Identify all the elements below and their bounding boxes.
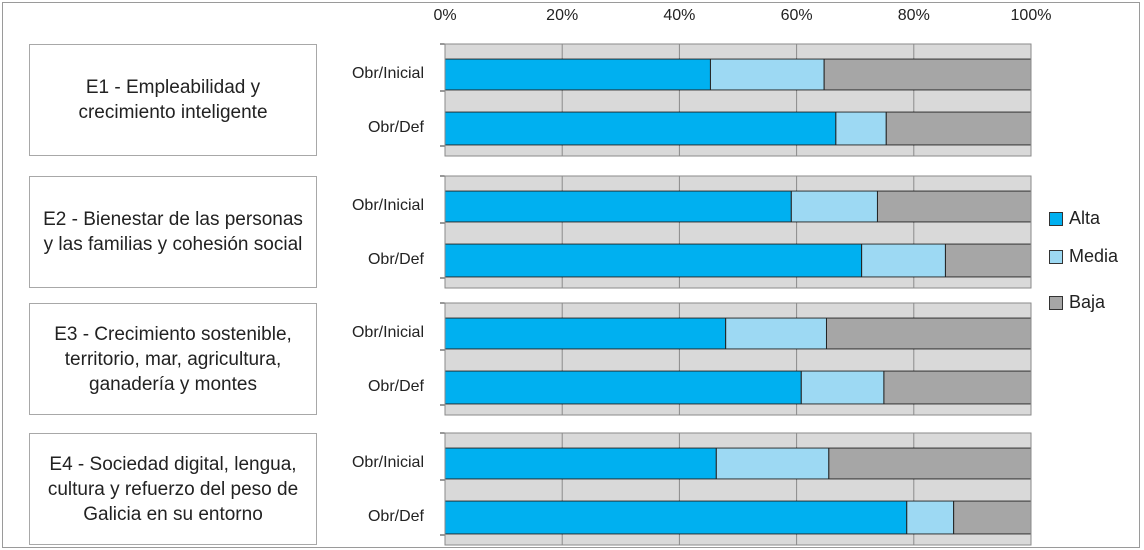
bar-segment-alta [444, 447, 717, 480]
category-label-box: E3 - Crecimiento sostenible, territorio,… [29, 303, 317, 415]
bar-segment-alta [444, 111, 837, 146]
legend-swatch [1049, 249, 1063, 264]
bar-segment-baja [885, 111, 1032, 146]
bar-segment-baja [823, 58, 1032, 91]
bar-segment-alta [444, 190, 792, 223]
bar-segment-media [906, 500, 955, 535]
x-tick-label: 60% [780, 7, 813, 24]
plot-border [444, 175, 1032, 289]
bar-row-label: Obr/Inicial [351, 323, 424, 341]
bar-segment-baja [953, 500, 1032, 535]
plot-band [445, 535, 1031, 545]
plot-band [445, 44, 1031, 58]
bar-segment-alta [444, 317, 727, 350]
bar-segment-media [725, 317, 827, 350]
plot-band [445, 303, 1031, 317]
plot-band [445, 146, 1031, 156]
bar-segment-alta [444, 370, 802, 405]
bar-row-label: Obr/Def [367, 507, 424, 525]
plot-band [445, 91, 1031, 111]
bar-row-label: Obr/Def [367, 377, 424, 395]
bar-segment-media [715, 447, 830, 480]
bar-segment-baja [944, 243, 1032, 278]
x-tick-label: 80% [897, 7, 930, 24]
legend-item-media: Media [1049, 246, 1118, 267]
legend-swatch [1049, 295, 1063, 310]
bar-segment-baja [876, 190, 1032, 223]
bar-segment-media [790, 190, 878, 223]
plot-band [445, 223, 1031, 243]
plot-band [445, 176, 1031, 190]
legend-item-alta: Alta [1049, 208, 1100, 229]
bar-segment-baja [828, 447, 1032, 480]
x-tick-label: 20% [546, 7, 579, 24]
legend-label: Alta [1069, 208, 1101, 228]
plot-border [444, 432, 1032, 546]
plot-band [445, 278, 1031, 288]
bar-row-label: Obr/Def [367, 118, 424, 136]
bar-segment-media [800, 370, 885, 405]
bar-segment-baja [825, 317, 1032, 350]
bar-row-label: Obr/Inicial [351, 453, 424, 471]
category-label-box: E4 - Sociedad digital, lengua, cultura y… [29, 433, 317, 545]
category-label-box: E1 - Empleabilidad y crecimiento intelig… [29, 44, 317, 156]
x-tick-label: 40% [663, 7, 696, 24]
plot-border [444, 43, 1032, 157]
legend-label: Baja [1069, 292, 1106, 312]
bar-segment-baja [883, 370, 1032, 405]
plot-band [445, 480, 1031, 500]
bar-row-label: Obr/Def [367, 250, 424, 268]
legend-item-baja: Baja [1049, 292, 1105, 313]
bar-segment-media [709, 58, 825, 91]
legend-swatch [1049, 211, 1063, 226]
bar-segment-alta [444, 243, 863, 278]
bar-segment-alta [444, 58, 711, 91]
bar-row-label: Obr/Inicial [351, 196, 424, 214]
x-tick-label: 100% [1010, 7, 1052, 24]
legend-label: Media [1069, 246, 1119, 266]
plot-band [445, 405, 1031, 415]
plot-band [445, 350, 1031, 370]
bar-segment-alta [444, 500, 908, 535]
bar-segment-media [861, 243, 946, 278]
category-label-box: E2 - Bienestar de las personas y las fam… [29, 176, 317, 288]
plot-band [445, 433, 1031, 447]
bar-segment-media [835, 111, 887, 146]
x-tick-label: 0% [433, 7, 457, 24]
bar-row-label: Obr/Inicial [351, 64, 424, 82]
plot-border [444, 302, 1032, 416]
